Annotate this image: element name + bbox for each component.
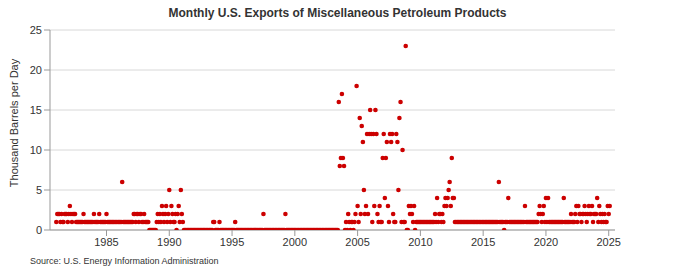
svg-text:2010: 2010: [408, 236, 432, 248]
svg-text:1990: 1990: [157, 236, 181, 248]
svg-text:5: 5: [36, 184, 42, 196]
html-text:Source: U.S. Energy Informatio: Source: U.S. Energy Information Administ…: [30, 256, 219, 266]
svg-text:15: 15: [30, 104, 42, 116]
svg-text:2020: 2020: [534, 236, 558, 248]
svg-text:20: 20: [30, 64, 42, 76]
svg-text:2015: 2015: [471, 236, 495, 248]
svg-text:1995: 1995: [220, 236, 244, 248]
svg-text:2000: 2000: [283, 236, 307, 248]
svg-text:2005: 2005: [345, 236, 369, 248]
svg-text:25: 25: [30, 24, 42, 36]
html-text:Thousand Barrels per Day: Thousand Barrels per Day: [8, 58, 20, 187]
svg-text:10: 10: [30, 144, 42, 156]
svg-text:0: 0: [36, 224, 42, 236]
html-text:Monthly U.S. Exports of Miscel: Monthly U.S. Exports of Miscellaneous Pe…: [168, 6, 507, 20]
svg-text:1985: 1985: [94, 236, 118, 248]
svg-text:2025: 2025: [596, 236, 620, 248]
